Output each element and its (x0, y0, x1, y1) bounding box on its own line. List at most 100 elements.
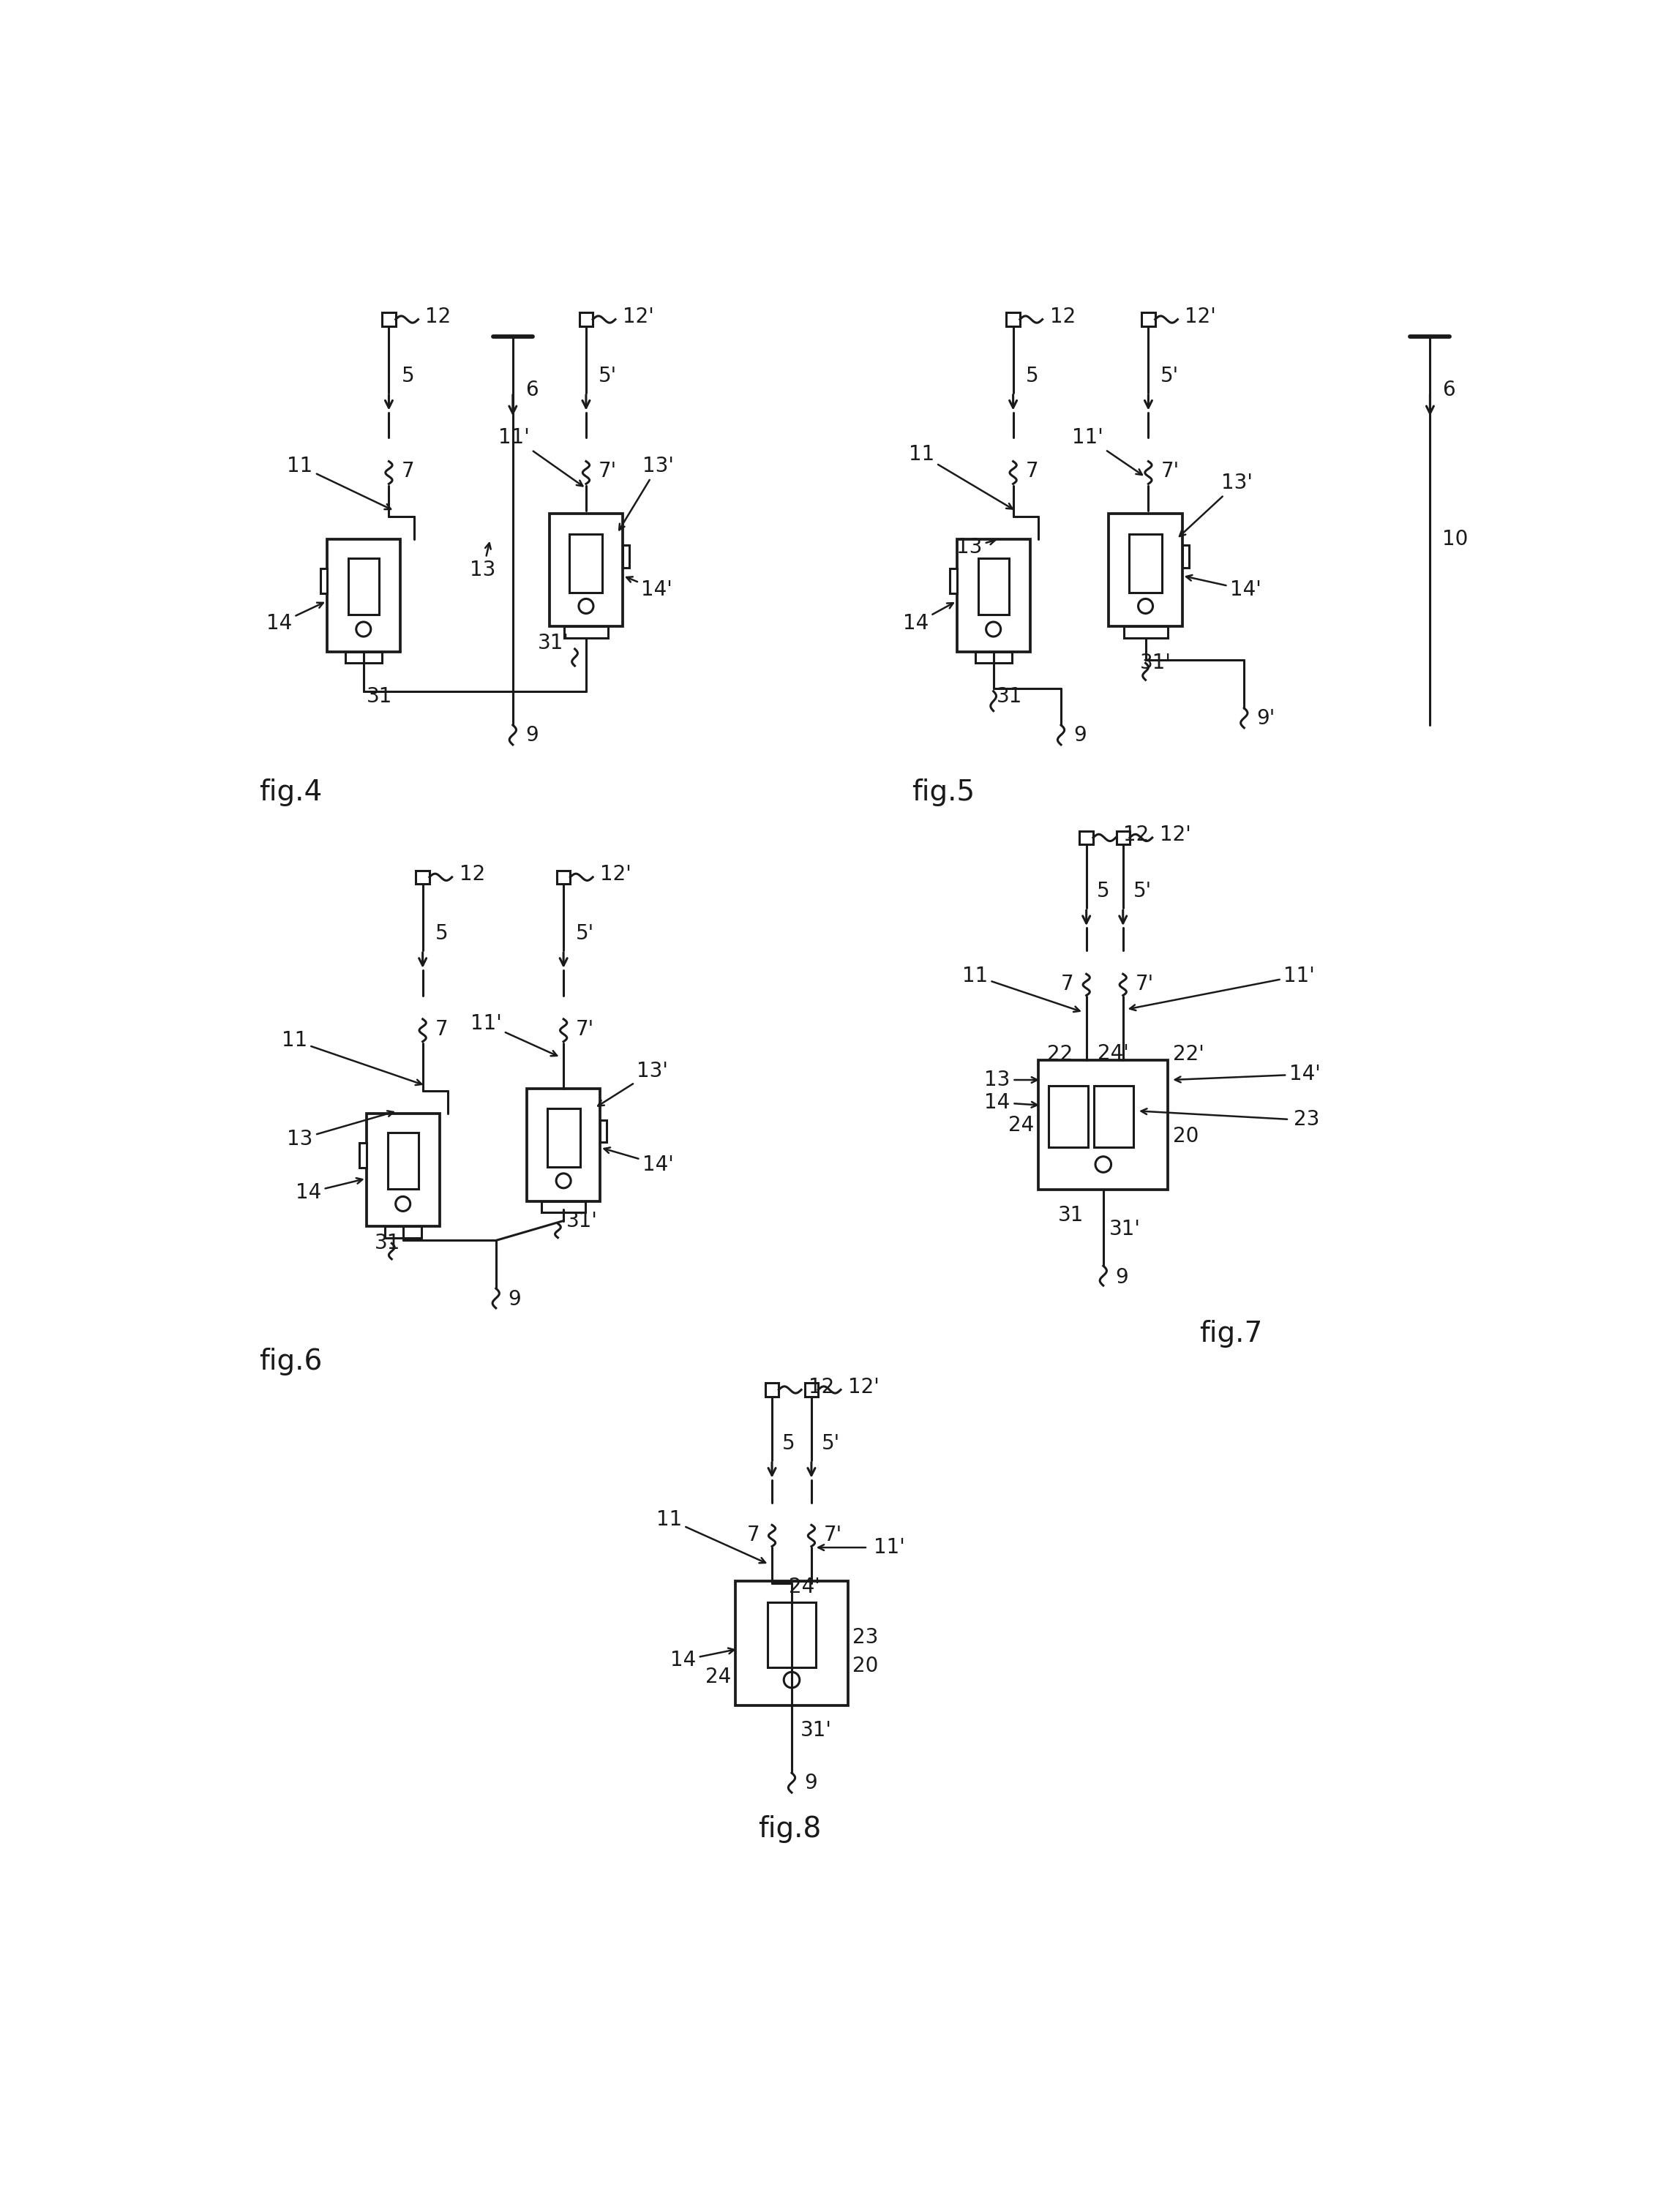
Bar (805, 1383, 818, 1396)
Text: 12': 12' (623, 307, 654, 327)
Text: 11': 11' (499, 427, 583, 487)
Text: 22: 22 (1047, 1043, 1074, 1065)
Text: 12: 12 (1050, 307, 1075, 327)
Text: 14': 14' (627, 576, 672, 601)
Text: 14: 14 (670, 1648, 734, 1670)
Bar (1094, 1085, 1132, 1149)
Text: 31': 31' (538, 633, 570, 653)
Bar (556, 870, 570, 883)
Text: 7': 7' (1161, 460, 1179, 482)
Bar (978, 559, 1008, 614)
Bar (417, 870, 430, 883)
Bar (348, 559, 380, 614)
Bar (1080, 831, 1094, 844)
Text: 31: 31 (1058, 1206, 1084, 1225)
Text: 31': 31' (566, 1210, 598, 1232)
Text: 5: 5 (1025, 366, 1038, 386)
Text: 6: 6 (526, 379, 538, 399)
Text: 11': 11' (470, 1013, 558, 1057)
Text: 12: 12 (1122, 824, 1149, 846)
Text: 14': 14' (1186, 574, 1262, 601)
Bar (764, 1383, 780, 1396)
Text: 7': 7' (576, 1019, 595, 1039)
Bar (381, 313, 395, 327)
Text: 23: 23 (1294, 1109, 1319, 1129)
Bar (1038, 1061, 1168, 1190)
Text: fig.6: fig.6 (259, 1348, 323, 1377)
Bar (549, 513, 623, 627)
Bar (1142, 313, 1156, 327)
Text: 12': 12' (1159, 824, 1191, 846)
Text: 7: 7 (746, 1526, 759, 1545)
Text: 31': 31' (800, 1721, 832, 1740)
Text: 11': 11' (1131, 964, 1315, 1011)
Text: 9': 9' (1257, 708, 1275, 728)
Bar (1124, 627, 1168, 638)
Text: 23: 23 (852, 1626, 879, 1648)
Bar (528, 1089, 600, 1201)
Bar (768, 1602, 816, 1668)
Text: 20: 20 (852, 1655, 879, 1677)
Text: 13: 13 (287, 1111, 393, 1149)
Text: 12: 12 (808, 1377, 835, 1396)
Bar (600, 1120, 606, 1142)
Bar (548, 1109, 580, 1166)
Text: 7': 7' (1136, 973, 1154, 995)
Text: 7: 7 (1025, 460, 1038, 482)
Text: 6: 6 (1443, 379, 1455, 399)
Text: 13: 13 (984, 1070, 1037, 1089)
Text: 13': 13' (598, 1061, 669, 1107)
Bar (1116, 831, 1129, 844)
Text: 31: 31 (366, 686, 391, 708)
Bar (385, 1225, 422, 1238)
Text: 7': 7' (598, 460, 617, 482)
Text: 7: 7 (1062, 973, 1074, 995)
Bar (564, 627, 608, 638)
Text: fig.7: fig.7 (1200, 1320, 1262, 1348)
Bar (1129, 535, 1163, 592)
Text: 14': 14' (605, 1149, 674, 1175)
Text: 13: 13 (956, 537, 995, 557)
Text: 24: 24 (706, 1666, 731, 1688)
Text: 5': 5' (822, 1434, 840, 1453)
Text: 31': 31' (1141, 653, 1171, 673)
Text: 9: 9 (526, 726, 538, 745)
Text: 20: 20 (1173, 1127, 1198, 1146)
Text: 24': 24' (1097, 1043, 1129, 1063)
Text: 5: 5 (783, 1434, 795, 1453)
Text: 7: 7 (435, 1019, 449, 1039)
Bar (1006, 313, 1020, 327)
Bar (736, 1580, 848, 1705)
Text: 11: 11 (963, 964, 1080, 1013)
Text: 12: 12 (459, 864, 486, 886)
Text: 9: 9 (805, 1773, 816, 1793)
Text: 31': 31' (1109, 1219, 1141, 1238)
Text: 5': 5' (1161, 366, 1179, 386)
Bar (1109, 513, 1183, 627)
Text: 5': 5' (576, 923, 595, 945)
Text: 5: 5 (1097, 881, 1109, 901)
Text: fig.4: fig.4 (259, 778, 323, 807)
Text: 14': 14' (1174, 1063, 1320, 1085)
Text: 9: 9 (1116, 1267, 1129, 1287)
Text: 22': 22' (1173, 1043, 1205, 1065)
Text: 11: 11 (657, 1508, 766, 1563)
Text: fig.5: fig.5 (912, 778, 974, 807)
Text: 12: 12 (425, 307, 452, 327)
Bar (541, 1201, 586, 1212)
Text: 14: 14 (984, 1092, 1037, 1114)
Bar (580, 313, 593, 327)
Text: 11: 11 (909, 445, 1013, 509)
Bar (949, 568, 958, 594)
Text: 7': 7' (823, 1526, 842, 1545)
Bar (958, 539, 1030, 651)
Bar (570, 535, 603, 592)
Bar (321, 568, 328, 594)
Bar (1183, 546, 1189, 568)
Text: 13: 13 (470, 544, 496, 581)
Text: 5': 5' (598, 366, 617, 386)
Text: 12': 12' (600, 864, 632, 886)
Text: 10: 10 (1443, 528, 1468, 550)
Text: 11: 11 (287, 456, 391, 509)
Text: 12': 12' (1184, 307, 1216, 327)
